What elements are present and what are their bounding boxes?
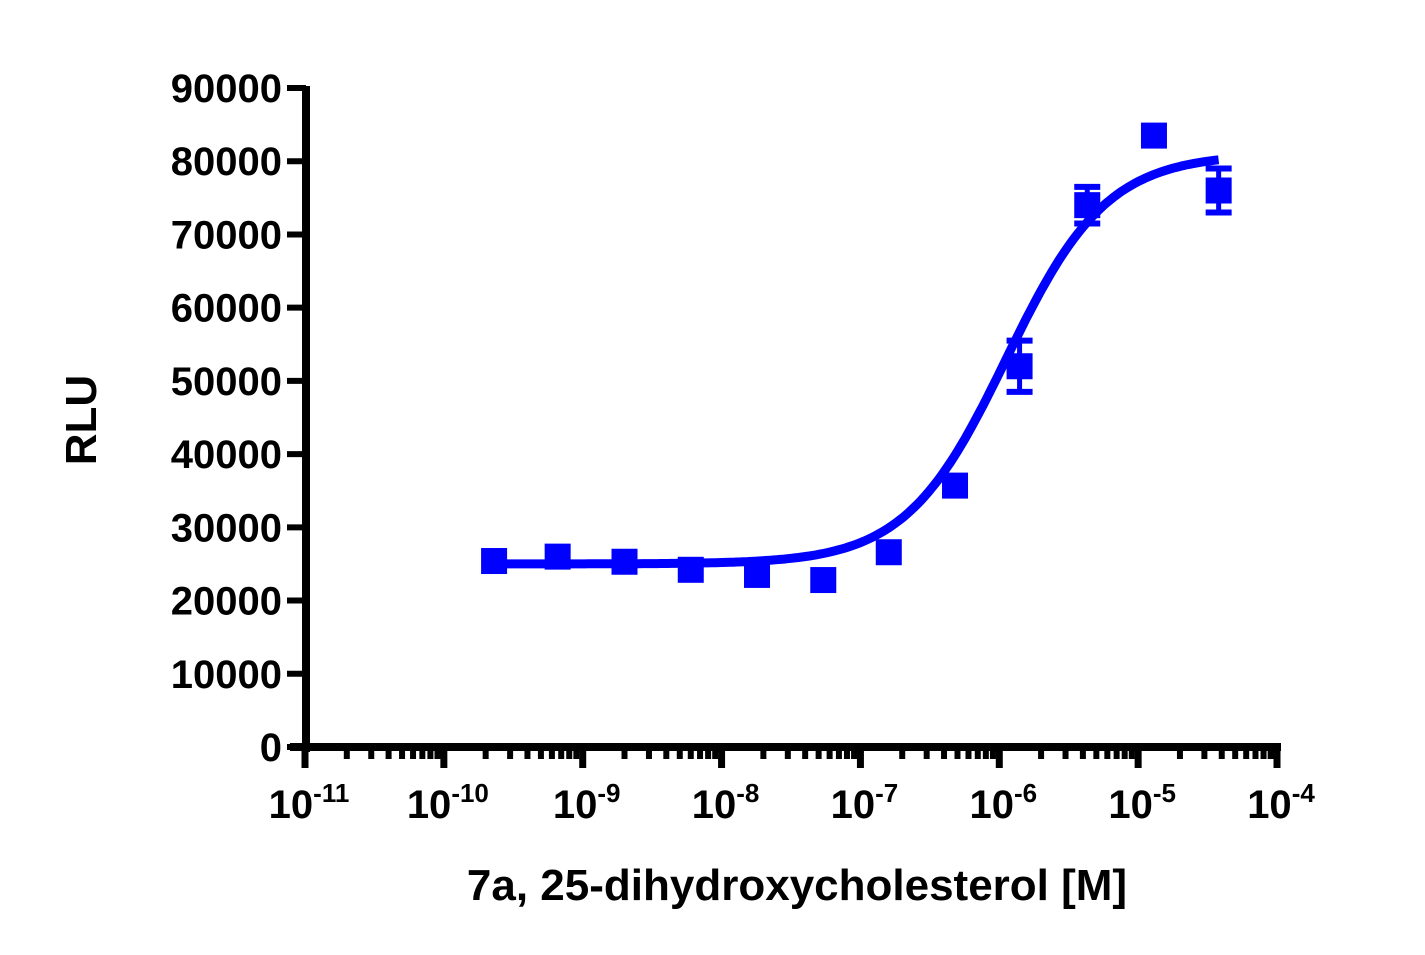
x-axis-title: 7a, 25-dihydroxycholesterol [M] [467, 861, 1127, 910]
y-tick-label: 50000 [171, 360, 282, 404]
y-axis-title: RLU [57, 375, 106, 465]
data-point-square [544, 543, 571, 570]
x-tick-label: 10-4 [1247, 778, 1315, 827]
data-point-square [942, 472, 969, 499]
data-point-square [1074, 192, 1101, 219]
y-tick-label: 20000 [171, 580, 282, 624]
x-tick-label: 10-9 [553, 778, 621, 827]
data-point-square [1006, 353, 1033, 380]
y-tick-label: 80000 [171, 140, 282, 184]
x-axis-tick-labels: 10-11 10-10 10-9 10-8 10-7 10-6 10-5 10-4 [269, 778, 1316, 827]
data-point-square [1140, 122, 1167, 149]
data-point-square [677, 556, 704, 583]
data-point-square [611, 548, 638, 575]
data-point-square [744, 561, 771, 588]
y-tick-label: 10000 [171, 653, 282, 697]
x-tick-label: 10-5 [1108, 778, 1176, 827]
y-tick-label: 90000 [171, 67, 282, 111]
data-point-square [1205, 177, 1232, 204]
x-tick-label: 10-7 [831, 778, 899, 827]
data-points [481, 122, 1232, 594]
y-tick-label: 60000 [171, 287, 282, 331]
error-bars [1006, 165, 1232, 395]
x-tick-label: 10-6 [969, 778, 1037, 827]
y-tick-label: 70000 [171, 213, 282, 257]
y-tick-label: 0 [260, 726, 282, 770]
y-tick-label: 40000 [171, 433, 282, 477]
fit-curve [494, 155, 1220, 569]
y-axis-tick-labels: 0 10000 20000 30000 40000 50000 60000 70000 8000… [171, 67, 282, 770]
x-tick-label: 10-8 [692, 778, 760, 827]
x-tick-label: 10-11 [269, 778, 350, 827]
y-tick-label: 30000 [171, 506, 282, 550]
x-tick-label: 10-10 [407, 778, 489, 827]
data-point-square [875, 539, 902, 566]
data-point-square [810, 567, 837, 594]
data-point-square [481, 548, 508, 575]
